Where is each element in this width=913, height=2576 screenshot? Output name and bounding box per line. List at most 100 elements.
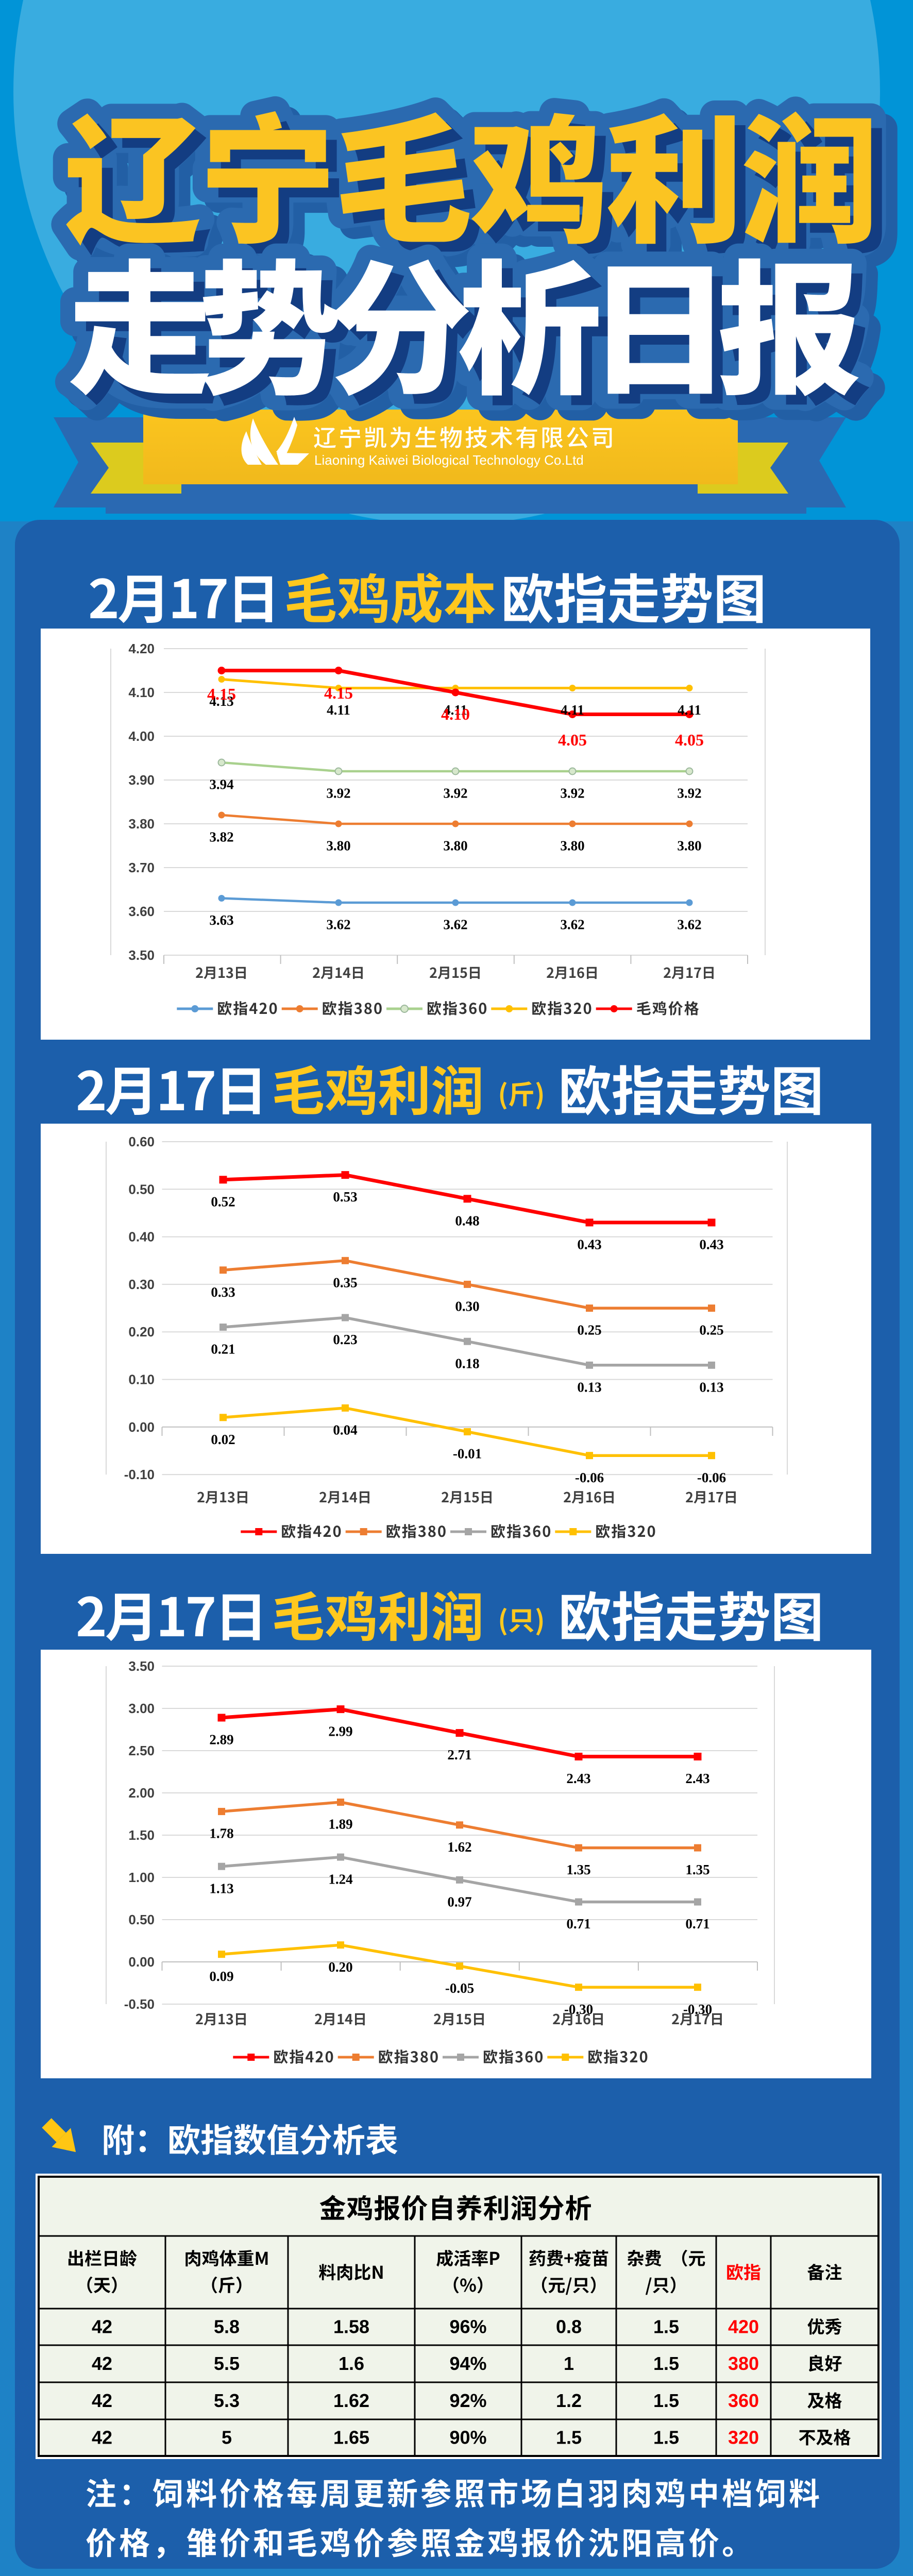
svg-text:0.21: 0.21	[211, 1342, 235, 1357]
svg-text:0.00: 0.00	[128, 1419, 155, 1435]
svg-text:96%: 96%	[449, 2316, 486, 2337]
svg-text:0.40: 0.40	[128, 1229, 155, 1245]
svg-text:0.71: 0.71	[566, 1916, 590, 1931]
svg-text:0.18: 0.18	[455, 1355, 479, 1371]
svg-text:0.00: 0.00	[128, 1954, 155, 1970]
svg-text:42: 42	[92, 2427, 112, 2448]
svg-text:4.11: 4.11	[678, 702, 701, 718]
svg-text:0.53: 0.53	[333, 1189, 357, 1205]
svg-text:94%: 94%	[449, 2353, 486, 2374]
svg-text:1.89: 1.89	[328, 1817, 352, 1832]
svg-text:2.89: 2.89	[209, 1732, 233, 1748]
svg-text:1.5: 1.5	[653, 2353, 679, 2374]
svg-text:1.00: 1.00	[128, 1870, 155, 1885]
svg-text:4.13: 4.13	[209, 693, 233, 709]
svg-text:5.5: 5.5	[214, 2353, 240, 2374]
svg-text:3.80: 3.80	[326, 838, 350, 854]
svg-text:3.90: 3.90	[128, 772, 155, 788]
svg-text:1.6: 1.6	[339, 2353, 364, 2374]
svg-text:0.25: 0.25	[699, 1323, 723, 1338]
svg-text:3.63: 3.63	[209, 912, 233, 928]
svg-text:0.04: 0.04	[333, 1422, 357, 1438]
svg-text:4.20: 4.20	[128, 641, 155, 656]
svg-text:3.62: 3.62	[560, 917, 584, 933]
svg-text:1.50: 1.50	[128, 1827, 155, 1843]
svg-text:4.11: 4.11	[327, 702, 350, 718]
svg-text:42: 42	[92, 2390, 112, 2411]
svg-text:0.48: 0.48	[455, 1213, 479, 1228]
svg-text:5.8: 5.8	[214, 2316, 240, 2337]
svg-text:3.62: 3.62	[677, 917, 701, 933]
svg-text:0.13: 0.13	[577, 1379, 601, 1395]
svg-text:2.99: 2.99	[328, 1723, 352, 1739]
svg-text:360: 360	[728, 2390, 759, 2411]
svg-text:3.92: 3.92	[560, 786, 584, 801]
svg-text:0.13: 0.13	[699, 1379, 723, 1395]
svg-text:0.25: 0.25	[577, 1323, 601, 1338]
svg-text:3.50: 3.50	[128, 947, 155, 963]
svg-text:-0.10: -0.10	[124, 1467, 155, 1482]
svg-text:1.35: 1.35	[566, 1862, 590, 1877]
svg-text:1.5: 1.5	[653, 2390, 679, 2411]
svg-text:-0.06: -0.06	[697, 1470, 726, 1485]
svg-text:2.71: 2.71	[447, 1747, 471, 1762]
svg-text:3.80: 3.80	[443, 838, 467, 854]
svg-text:1.24: 1.24	[328, 1871, 352, 1887]
svg-text:2.00: 2.00	[128, 1785, 155, 1801]
svg-text:1.5: 1.5	[556, 2427, 582, 2448]
svg-text:1.35: 1.35	[685, 1862, 709, 1877]
svg-text:3.80: 3.80	[677, 838, 701, 854]
svg-text:3.62: 3.62	[326, 917, 350, 933]
svg-text:0.09: 0.09	[209, 1969, 233, 1984]
svg-text:-0.05: -0.05	[445, 1980, 474, 1996]
svg-text:4.05: 4.05	[558, 731, 587, 749]
svg-text:1.62: 1.62	[447, 1839, 471, 1855]
svg-text:1: 1	[564, 2353, 574, 2374]
svg-text:3.94: 3.94	[209, 777, 233, 792]
svg-text:4.00: 4.00	[128, 728, 155, 744]
svg-text:3.82: 3.82	[209, 829, 233, 845]
svg-text:-0.01: -0.01	[453, 1446, 482, 1462]
svg-text:0.20: 0.20	[328, 1959, 352, 1975]
svg-text:2.50: 2.50	[128, 1743, 155, 1758]
svg-text:Liaoning Kaiwei Biological Tec: Liaoning Kaiwei Biological Technology Co…	[314, 452, 584, 468]
svg-text:92%: 92%	[449, 2390, 486, 2411]
svg-text:2.43: 2.43	[685, 1771, 709, 1786]
svg-text:42: 42	[92, 2316, 112, 2337]
svg-text:0.50: 0.50	[128, 1181, 155, 1197]
svg-text:3.80: 3.80	[560, 838, 584, 854]
svg-text:0.35: 0.35	[333, 1275, 357, 1290]
svg-text:320: 320	[728, 2427, 759, 2448]
svg-text:3.62: 3.62	[443, 917, 467, 933]
svg-text:1.5: 1.5	[653, 2427, 679, 2448]
svg-text:1.58: 1.58	[333, 2316, 369, 2337]
svg-text:4.10: 4.10	[128, 685, 155, 700]
svg-text:3.70: 3.70	[128, 860, 155, 875]
svg-text:2.43: 2.43	[566, 1771, 590, 1786]
svg-text:-0.06: -0.06	[575, 1470, 604, 1485]
svg-text:3.60: 3.60	[128, 904, 155, 919]
svg-text:5.3: 5.3	[214, 2390, 240, 2411]
svg-text:0.8: 0.8	[556, 2316, 582, 2337]
svg-text:1.2: 1.2	[556, 2390, 582, 2411]
svg-text:3.92: 3.92	[677, 786, 701, 801]
svg-text:0.43: 0.43	[699, 1237, 723, 1252]
svg-text:0.52: 0.52	[211, 1194, 235, 1210]
svg-text:0.71: 0.71	[685, 1916, 709, 1931]
svg-text:1.13: 1.13	[209, 1880, 233, 1896]
svg-text:4.11: 4.11	[444, 702, 467, 718]
svg-text:1.78: 1.78	[209, 1826, 233, 1841]
svg-text:1.65: 1.65	[333, 2427, 369, 2448]
svg-text:4.15: 4.15	[324, 684, 353, 702]
svg-text:420: 420	[728, 2316, 759, 2337]
svg-text:5: 5	[222, 2427, 232, 2448]
svg-text:4.05: 4.05	[675, 731, 704, 749]
svg-text:0.20: 0.20	[128, 1324, 155, 1340]
svg-text:0.23: 0.23	[333, 1332, 357, 1347]
svg-text:90%: 90%	[449, 2427, 486, 2448]
svg-text:4.11: 4.11	[561, 702, 584, 718]
svg-text:0.02: 0.02	[211, 1432, 235, 1447]
svg-text:3.80: 3.80	[128, 816, 155, 832]
svg-text:4.15: 4.15	[207, 685, 236, 703]
svg-text:1.62: 1.62	[333, 2390, 369, 2411]
